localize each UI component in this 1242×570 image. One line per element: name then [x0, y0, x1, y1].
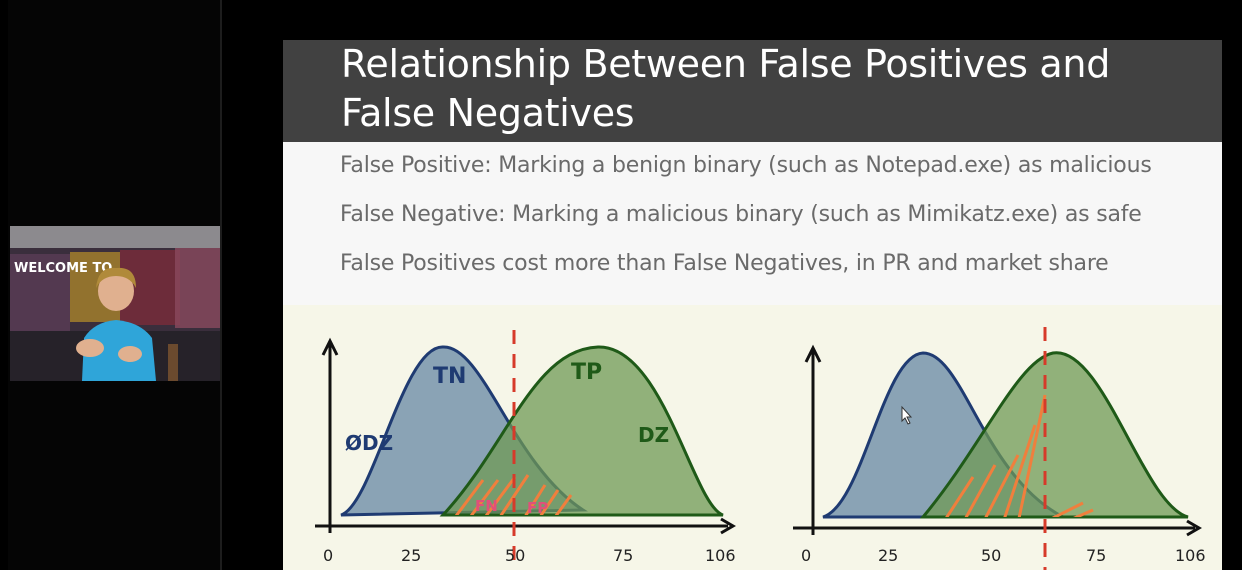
- bullet-cost: False Positives cost more than False Neg…: [340, 251, 1109, 276]
- chart-2-overlap-hatch: [941, 394, 1094, 517]
- chart-1: ØDZ TN TP DZ FN FP 0 25 50 75 106: [315, 330, 736, 567]
- chart-2-tick-labels: 0 25 50 75 106: [801, 546, 1206, 565]
- chart-1-label-fp: FP: [527, 499, 548, 517]
- bullet-false-negative: False Negative: Marking a malicious bina…: [340, 202, 1142, 227]
- chart-1-x-axis-arrow: [720, 517, 736, 535]
- webcam-feed: WELCOME TO: [10, 226, 220, 381]
- chart-2-y-axis-arrow: [804, 344, 822, 363]
- slide-title: Relationship Between False Positives and…: [341, 40, 1201, 138]
- chart-1-tick-75: 75: [613, 546, 633, 565]
- panel-divider: [220, 0, 222, 570]
- chart-2: 0 25 50 75 106: [793, 327, 1206, 570]
- chart-2-tick-75: 75: [1086, 546, 1106, 565]
- chart-2-tick-50: 50: [981, 546, 1001, 565]
- chart-1-overlap-hatch: [451, 474, 573, 516]
- webcam-wall-text: WELCOME TO: [14, 261, 112, 276]
- chart-1-tick-106: 106: [705, 546, 736, 565]
- chart-1-malicious-distribution: [439, 345, 724, 517]
- chart-2-tick-25: 25: [878, 546, 898, 565]
- mouse-cursor-icon: [901, 405, 913, 425]
- chart-1-tick-25: 25: [401, 546, 421, 565]
- chart-1-label-benign: ØDZ: [345, 431, 393, 455]
- slide-title-line-2: False Negatives: [341, 91, 635, 135]
- chart-1-label-malicious: DZ: [638, 423, 669, 447]
- chart-1-label-tp: TP: [571, 360, 602, 385]
- chart-1-tick-50: 50: [505, 546, 525, 565]
- distribution-charts: ØDZ TN TP DZ FN FP 0 25 50 75 106: [315, 327, 1206, 570]
- webcam-image: WELCOME TO: [10, 226, 220, 381]
- chart-1-tick-labels: 0 25 50 75 106: [323, 546, 736, 565]
- chart-1-label-tn: TN: [433, 364, 466, 389]
- chart-1-label-fn: FN: [475, 497, 498, 515]
- chart-area: ØDZ TN TP DZ FN FP 0 25 50 75 106: [283, 305, 1222, 570]
- slide-title-bar: Relationship Between False Positives and…: [283, 40, 1222, 142]
- slide-bullets: False Positive: Marking a benign binary …: [340, 154, 1200, 301]
- chart-2-tick-106: 106: [1175, 546, 1206, 565]
- chart-1-y-axis-arrow: [321, 337, 339, 356]
- presentation-slide: Relationship Between False Positives and…: [283, 40, 1222, 570]
- chart-1-tick-0: 0: [323, 546, 333, 565]
- chart-2-tick-0: 0: [801, 546, 811, 565]
- bullet-false-positive: False Positive: Marking a benign binary …: [340, 153, 1152, 178]
- chart-2-x-axis-arrow: [1186, 519, 1202, 537]
- slide-title-line-1: Relationship Between False Positives and: [341, 42, 1111, 86]
